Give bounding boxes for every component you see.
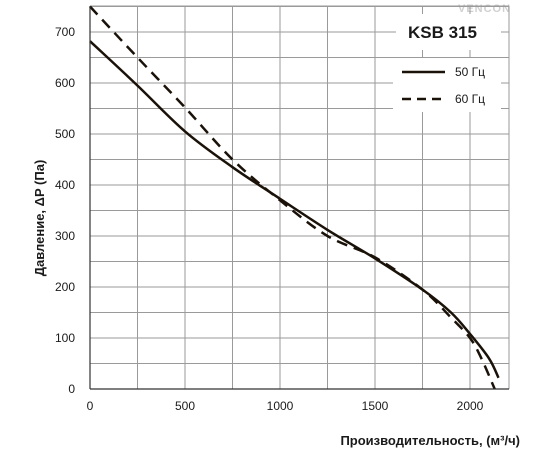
series-lines: [89, 5, 500, 390]
axes: [89, 6, 509, 390]
legend-label-60hz: 60 Гц: [455, 92, 485, 106]
y-axis-title: Давление, ΔP (Па): [32, 160, 47, 277]
title-box: [396, 14, 501, 50]
chart-title: KSB 315: [408, 23, 477, 42]
y-tick-label: 500: [55, 127, 75, 141]
y-tick-label: 200: [55, 280, 75, 294]
series-line-60hz: [89, 5, 496, 390]
y-tick-label: 600: [55, 76, 75, 90]
x-tick-label: 2000: [457, 399, 484, 413]
y-tick-labels: 0 100 200 300 400 500 600 700: [55, 25, 75, 396]
y-tick-label: 400: [55, 178, 75, 192]
legend-label-50hz: 50 Гц: [455, 65, 485, 79]
x-tick-label: 1000: [267, 399, 294, 413]
x-tick-label: 1500: [362, 399, 389, 413]
legend: 50 Гц 60 Гц: [393, 58, 501, 112]
x-axis-title: Производительность, (м³/ч): [340, 433, 520, 448]
x-tick-labels: 0 500 1000 1500 2000: [87, 399, 484, 413]
x-tick-label: 0: [87, 399, 94, 413]
brand-watermark: VENCON: [458, 3, 511, 15]
y-tick-label: 300: [55, 229, 75, 243]
y-tick-label: 100: [55, 331, 75, 345]
series-line-50hz: [89, 40, 500, 379]
legend-box: [393, 58, 501, 112]
y-tick-label: 700: [55, 25, 75, 39]
y-tick-label: 0: [68, 382, 75, 396]
x-tick-label: 500: [175, 399, 195, 413]
